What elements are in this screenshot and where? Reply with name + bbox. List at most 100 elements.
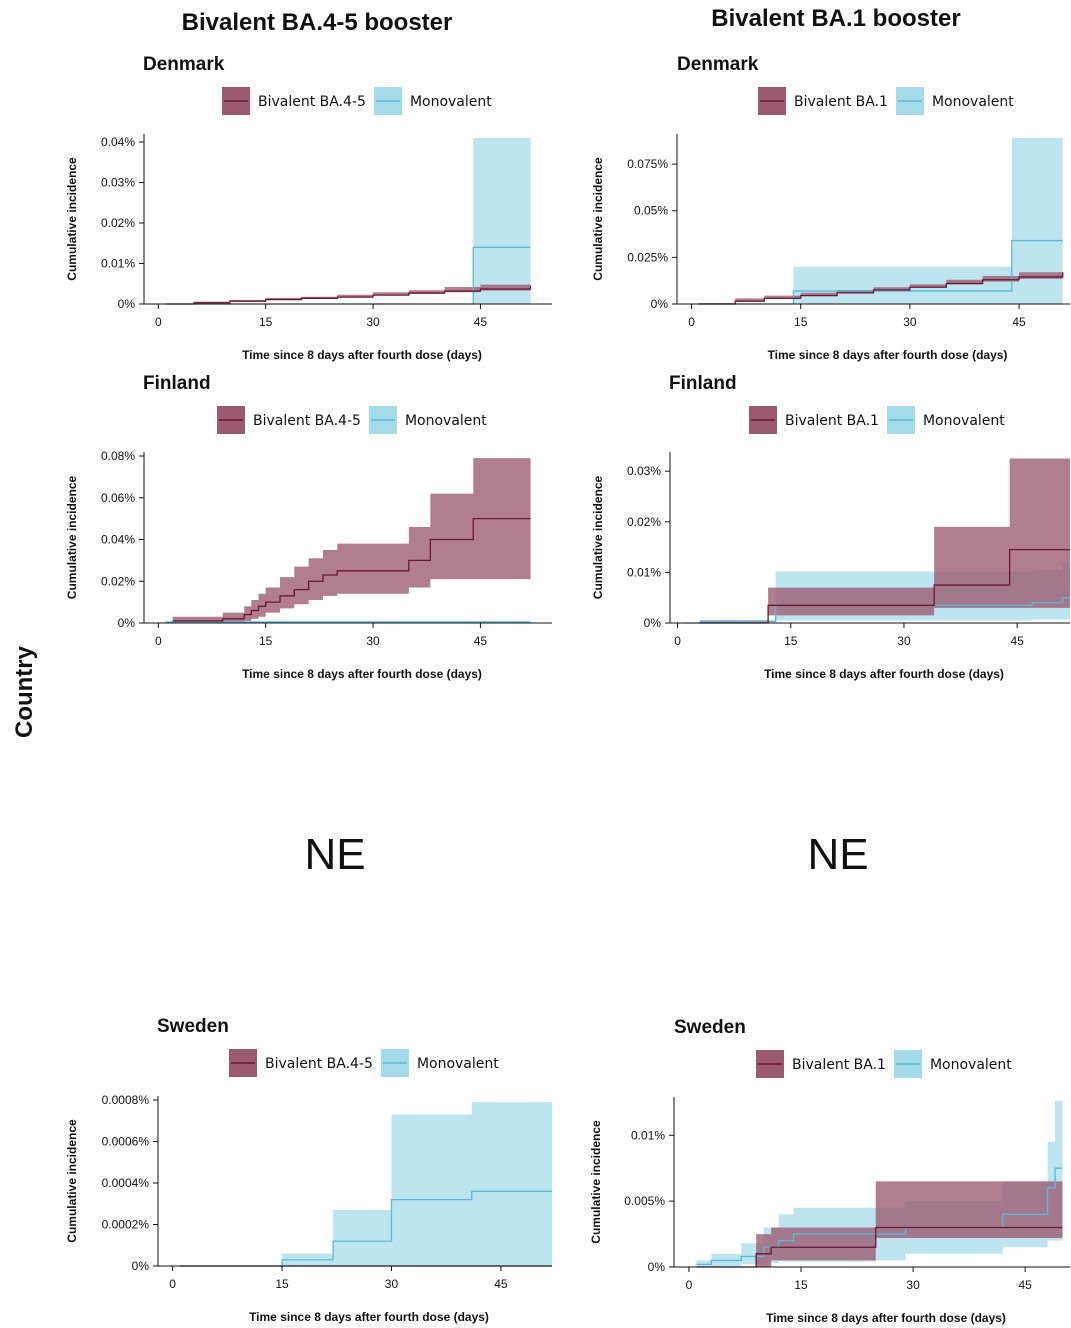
legend-label-bivalent: Bivalent BA.1 bbox=[785, 413, 879, 429]
x-tick-label: 0 bbox=[155, 634, 162, 648]
legend-label-bivalent: Bivalent BA.1 bbox=[792, 1057, 886, 1073]
row-label-country: Country bbox=[11, 645, 38, 738]
y-axis-label: Cumulative incidence bbox=[591, 475, 605, 599]
series-line-bivalent bbox=[696, 1226, 1063, 1268]
x-tick-label: 0 bbox=[688, 315, 695, 329]
y-tick-label: 0.04% bbox=[101, 533, 135, 547]
x-axis-label: Time since 8 days after fourth dose (day… bbox=[764, 667, 1004, 681]
x-axis-label: Time since 8 days after fourth dose (day… bbox=[249, 1310, 489, 1324]
y-tick-label: 0.04% bbox=[101, 135, 135, 149]
country-title: Sweden bbox=[157, 1016, 229, 1037]
series-line-bivalent bbox=[172, 517, 531, 622]
x-tick-label: 0 bbox=[169, 1277, 176, 1291]
y-axis-label: Cumulative incidence bbox=[589, 1120, 603, 1244]
ci-band-bivalent bbox=[172, 458, 531, 623]
x-tick-label: 45 bbox=[474, 315, 488, 329]
x-tick-label: 45 bbox=[1012, 315, 1026, 329]
x-tick-label: 15 bbox=[259, 634, 273, 648]
y-tick-label: 0.08% bbox=[101, 449, 135, 463]
chart-panel-0: Denmark Bivalent BA.4-5 Monovalent 0% 0.01% 0… bbox=[65, 54, 552, 362]
x-tick-label: 30 bbox=[385, 1277, 399, 1291]
series-line-bivalent bbox=[700, 548, 1070, 624]
x-tick-label: 30 bbox=[906, 1278, 920, 1292]
y-tick-label: 0.075% bbox=[627, 157, 668, 171]
y-tick-label: 0.0002% bbox=[102, 1218, 150, 1232]
y-tick-label: 0.01% bbox=[101, 257, 135, 271]
legend-label-monovalent: Monovalent bbox=[932, 94, 1014, 110]
legend-label-bivalent: Bivalent BA.1 bbox=[794, 94, 888, 110]
country-title: Sweden bbox=[674, 1017, 746, 1038]
legend-label-bivalent: Bivalent BA.4-5 bbox=[253, 413, 361, 429]
x-tick-label: 15 bbox=[784, 634, 798, 648]
y-tick-label: 0.02% bbox=[101, 216, 135, 230]
y-tick-label: 0% bbox=[118, 297, 136, 311]
country-title: Finland bbox=[143, 373, 211, 394]
y-tick-label: 0.03% bbox=[101, 176, 135, 190]
chart-panel-4: Sweden Bivalent BA.4-5 Monovalent 0% 0.0002%… bbox=[65, 1016, 552, 1324]
y-tick-label: 0.005% bbox=[624, 1194, 665, 1208]
ne-label-ba1: NE bbox=[807, 830, 868, 879]
legend: Bivalent BA.1 Monovalent bbox=[749, 406, 1005, 434]
y-tick-label: 0.02% bbox=[627, 515, 661, 529]
ci-band-monovalent bbox=[698, 138, 1063, 304]
x-tick-label: 45 bbox=[474, 634, 488, 648]
y-tick-label: 0.0004% bbox=[102, 1176, 150, 1190]
column-title-ba45: Bivalent BA.4-5 booster bbox=[182, 9, 453, 36]
x-tick-label: 0 bbox=[155, 315, 162, 329]
y-tick-label: 0% bbox=[132, 1259, 150, 1273]
legend-label-monovalent: Monovalent bbox=[930, 1057, 1012, 1073]
legend: Bivalent BA.1 Monovalent bbox=[758, 87, 1014, 115]
y-tick-label: 0.0008% bbox=[102, 1093, 150, 1107]
y-tick-label: 0.03% bbox=[627, 464, 661, 478]
x-axis-label: Time since 8 days after fourth dose (day… bbox=[242, 667, 482, 681]
x-tick-label: 15 bbox=[794, 315, 808, 329]
legend-label-bivalent: Bivalent BA.4-5 bbox=[265, 1056, 373, 1072]
series-line-monovalent bbox=[696, 1167, 1063, 1266]
series-line-bivalent bbox=[165, 285, 532, 305]
x-axis-label: Time since 8 days after fourth dose (day… bbox=[768, 348, 1008, 362]
y-tick-label: 0.0006% bbox=[102, 1135, 150, 1149]
y-axis-label: Cumulative incidence bbox=[591, 157, 605, 281]
x-tick-label: 30 bbox=[903, 315, 917, 329]
x-axis-label: Time since 8 days after fourth dose (day… bbox=[242, 348, 482, 362]
legend-label-monovalent: Monovalent bbox=[410, 94, 492, 110]
y-tick-label: 0.025% bbox=[627, 250, 668, 264]
x-tick-label: 0 bbox=[674, 634, 681, 648]
legend-label-monovalent: Monovalent bbox=[405, 413, 487, 429]
x-axis-label: Time since 8 days after fourth dose (day… bbox=[766, 1311, 1006, 1325]
country-title: Denmark bbox=[677, 54, 759, 75]
ci-band-monovalent bbox=[179, 1102, 552, 1266]
y-tick-label: 0.02% bbox=[101, 574, 135, 588]
y-axis-label: Cumulative incidence bbox=[65, 1119, 79, 1243]
y-tick-label: 0.06% bbox=[101, 491, 135, 505]
y-tick-label: 0% bbox=[651, 297, 669, 311]
x-tick-label: 30 bbox=[366, 315, 380, 329]
ne-label-ba45: NE bbox=[304, 830, 365, 879]
legend-label-bivalent: Bivalent BA.4-5 bbox=[258, 94, 366, 110]
x-tick-label: 30 bbox=[366, 634, 380, 648]
legend: Bivalent BA.1 Monovalent bbox=[756, 1050, 1012, 1078]
x-tick-label: 0 bbox=[686, 1278, 693, 1292]
x-tick-label: 45 bbox=[1018, 1278, 1032, 1292]
chart-panel-1: Denmark Bivalent BA.1 Monovalent 0% 0.025% 0.… bbox=[591, 54, 1070, 362]
legend-label-monovalent: Monovalent bbox=[923, 413, 1005, 429]
chart-panel-2: Finland Bivalent BA.4-5 Monovalent 0% 0.02% 0… bbox=[65, 373, 552, 681]
x-tick-label: 45 bbox=[1010, 634, 1024, 648]
legend: Bivalent BA.4-5 Monovalent bbox=[222, 87, 492, 115]
ci-band-monovalent bbox=[165, 138, 531, 304]
chart-panel-5: Sweden Bivalent BA.1 Monovalent 0% 0.005% 0.0… bbox=[589, 1017, 1070, 1325]
y-tick-label: 0.01% bbox=[631, 1128, 665, 1142]
y-tick-label: 0% bbox=[118, 616, 136, 630]
series-line-monovalent bbox=[179, 1190, 552, 1267]
ci-band-bivalent bbox=[696, 1181, 1063, 1267]
y-tick-label: 0.01% bbox=[627, 565, 661, 579]
series-line-bivalent bbox=[698, 272, 1064, 305]
legend-label-monovalent: Monovalent bbox=[417, 1056, 499, 1072]
y-axis-label: Cumulative incidence bbox=[65, 475, 79, 599]
y-tick-label: 0% bbox=[644, 616, 662, 630]
panels-group: Denmark Bivalent BA.4-5 Monovalent 0% 0.01% 0… bbox=[65, 54, 1070, 1325]
legend: Bivalent BA.4-5 Monovalent bbox=[229, 1049, 499, 1077]
x-tick-label: 15 bbox=[259, 315, 273, 329]
country-title: Denmark bbox=[143, 54, 225, 75]
